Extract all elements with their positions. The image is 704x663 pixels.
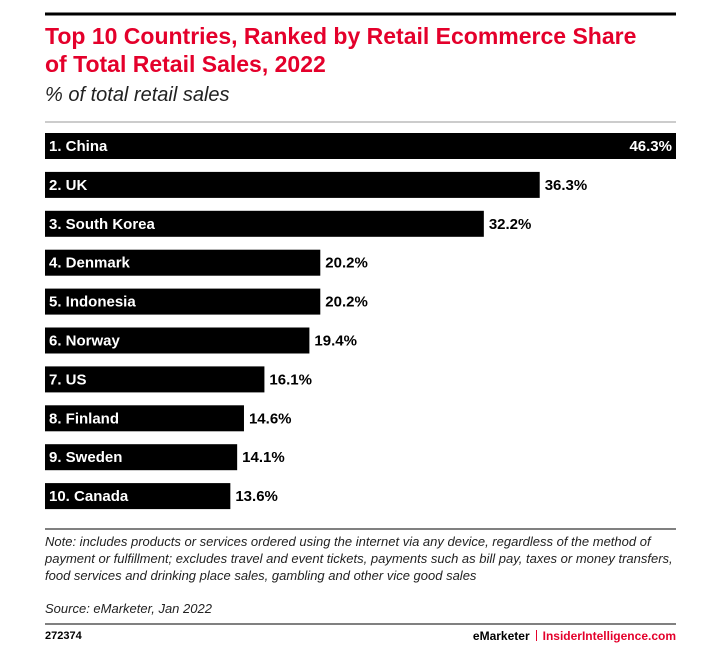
category-label: 9. Sweden <box>49 449 122 466</box>
bar <box>45 483 231 510</box>
bar <box>45 249 321 276</box>
value-label: 46.3% <box>629 138 672 155</box>
note: Note: includes products or services orde… <box>45 534 673 583</box>
bar <box>45 288 321 315</box>
separator <box>535 630 537 641</box>
bar <box>45 133 676 159</box>
site: InsiderIntelligence.com <box>542 629 676 643</box>
chart-subtitle: % of total retail sales <box>45 84 230 106</box>
bar <box>45 210 484 237</box>
value-label: 19.4% <box>314 332 357 349</box>
category-label: 4. Denmark <box>49 255 131 272</box>
value-label: 20.2% <box>325 294 368 311</box>
category-label: 6. Norway <box>49 332 121 349</box>
value-label: 32.2% <box>489 216 532 233</box>
chart-title: Top 10 Countries, Ranked by Retail Ecomm… <box>45 23 637 77</box>
category-label: 10. Canada <box>49 488 129 505</box>
bar <box>45 327 310 354</box>
chart-id: 272374 <box>45 630 82 642</box>
footer-brand: eMarketer InsiderIntelligence.com <box>473 629 676 643</box>
bars: 1. China 46.3% 2. UK 36.3% 3. South Korea 32.… <box>45 133 676 510</box>
bar <box>45 366 265 393</box>
category-label: 3. South Korea <box>49 216 156 233</box>
value-label: 14.1% <box>242 449 285 466</box>
value-label: 36.3% <box>545 177 588 194</box>
value-label: 14.6% <box>249 410 292 427</box>
value-label: 16.1% <box>269 371 312 388</box>
bar <box>45 405 244 432</box>
value-label: 13.6% <box>235 488 278 505</box>
category-label: 7. US <box>49 371 87 388</box>
category-label: 5. Indonesia <box>49 294 136 311</box>
category-label: 1. China <box>49 138 108 155</box>
category-label: 2. UK <box>49 177 88 194</box>
category-label: 8. Finland <box>49 410 119 427</box>
value-label: 20.2% <box>325 255 368 272</box>
bar <box>45 171 540 198</box>
bar <box>45 444 238 471</box>
source: Source: eMarketer, Jan 2022 <box>45 601 212 616</box>
brand: eMarketer <box>472 629 530 643</box>
